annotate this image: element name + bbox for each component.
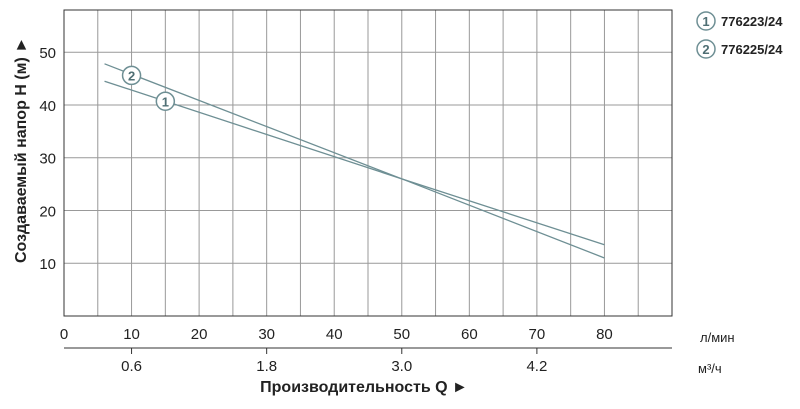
series-marker-2 bbox=[121, 65, 142, 86]
grid bbox=[64, 10, 672, 316]
secondary-tick-label: 1.8 bbox=[256, 358, 277, 375]
secondary-tick-label: 4.2 bbox=[526, 358, 547, 375]
series-marker-label-1: 1 bbox=[162, 94, 169, 109]
series-line-1 bbox=[104, 80, 605, 246]
legend: 1 776223/24 2 776225/24 bbox=[696, 11, 783, 59]
x-tick-label: 80 bbox=[596, 326, 613, 343]
secondary-x-axis: 0.6 1.8 3.0 4.2 bbox=[64, 347, 672, 375]
legend-marker-label-1: 1 bbox=[702, 14, 709, 29]
tick-labels: 10 20 30 40 50 0 10 20 30 40 50 60 70 80 bbox=[39, 45, 612, 343]
legend-marker-1 bbox=[696, 11, 716, 31]
secondary-tick-label: 0.6 bbox=[121, 358, 142, 375]
series-marker-1 bbox=[155, 91, 176, 112]
x-tick-label: 40 bbox=[326, 326, 343, 343]
y-tick-label: 20 bbox=[39, 203, 56, 220]
legend-marker-2 bbox=[696, 39, 716, 59]
series-marker-label-2: 2 bbox=[128, 68, 135, 83]
x-tick-label: 10 bbox=[123, 326, 140, 343]
x-unit-secondary: м³/ч bbox=[698, 361, 722, 376]
x-unit-primary: л/мин bbox=[700, 330, 735, 345]
series-layer: 12 bbox=[104, 63, 605, 259]
x-tick-label: 20 bbox=[191, 326, 208, 343]
x-tick-label: 50 bbox=[393, 326, 410, 343]
secondary-tick-label: 3.0 bbox=[391, 358, 412, 375]
y-axis-label: Создаваемый напор H (м) ► bbox=[13, 37, 30, 263]
x-tick-label: 70 bbox=[529, 326, 546, 343]
x-tick-label: 30 bbox=[258, 326, 275, 343]
y-tick-label: 30 bbox=[39, 151, 56, 168]
plot-frame bbox=[63, 9, 673, 317]
x-tick-label: 60 bbox=[461, 326, 478, 343]
legend-marker-label-2: 2 bbox=[702, 42, 709, 57]
x-axis-label: Производительность Q ► bbox=[260, 379, 468, 396]
y-tick-label: 50 bbox=[39, 45, 56, 62]
y-tick-label: 10 bbox=[39, 256, 56, 273]
series-line-2 bbox=[104, 63, 605, 259]
x-tick-label: 0 bbox=[60, 326, 68, 343]
legend-item-name: 776223/24 bbox=[721, 14, 783, 29]
y-tick-label: 40 bbox=[39, 98, 56, 115]
legend-item-name: 776225/24 bbox=[721, 42, 783, 57]
